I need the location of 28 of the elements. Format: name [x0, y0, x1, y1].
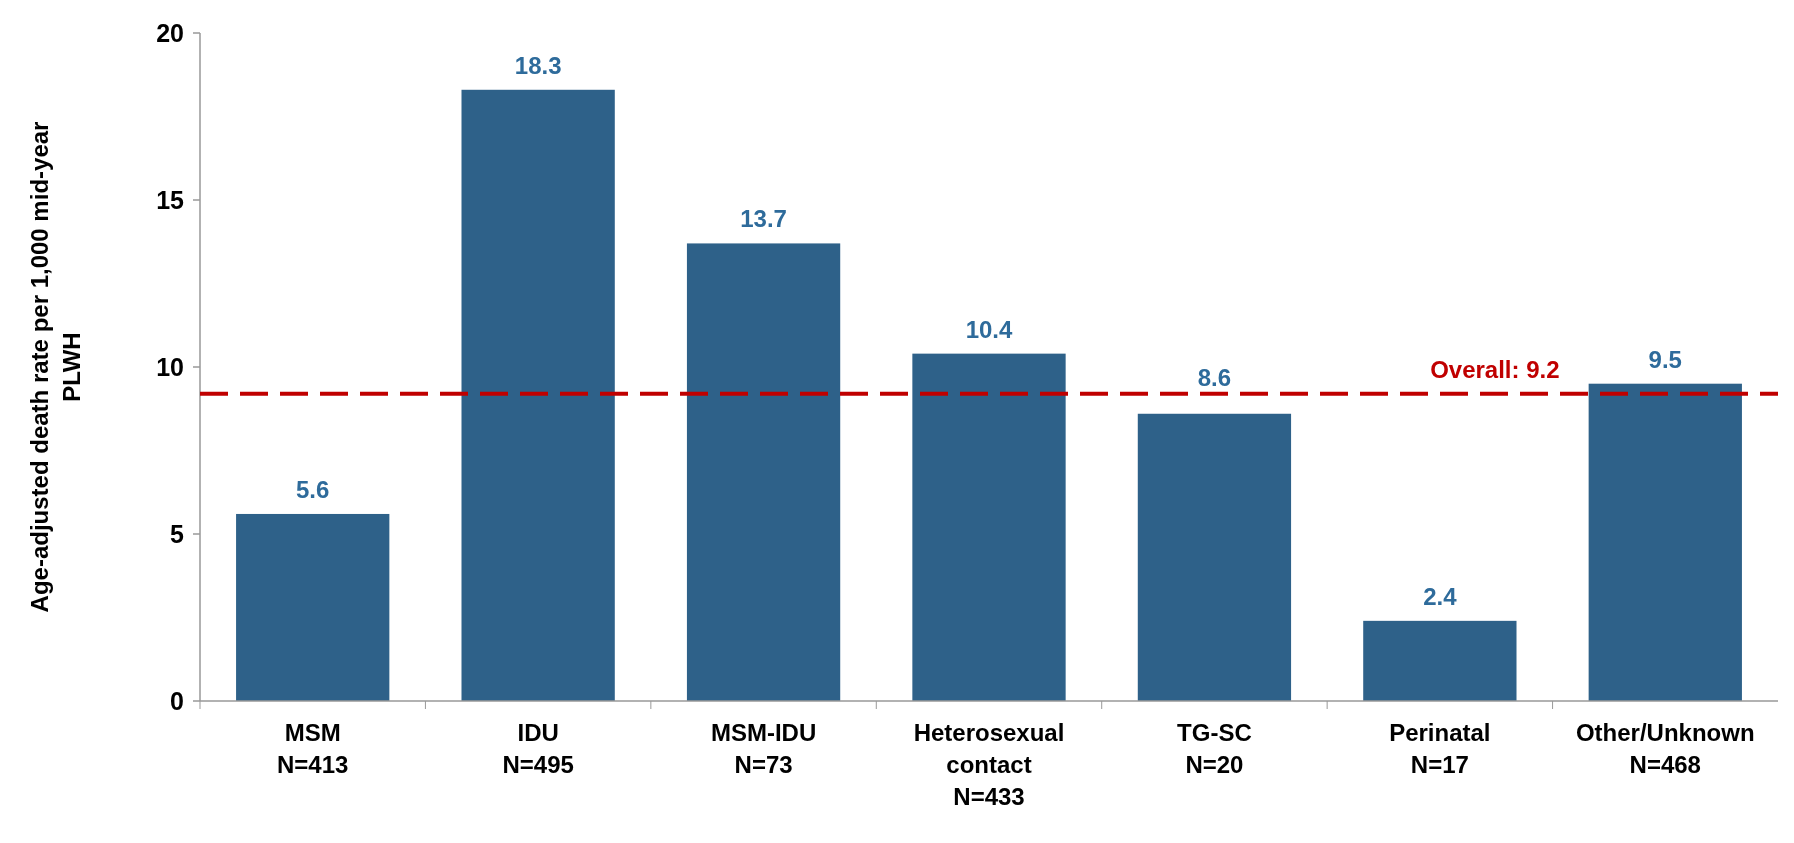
- data-label: 18.3: [514, 51, 562, 79]
- data-label: 8.6: [1197, 363, 1232, 391]
- bar: [236, 513, 390, 701]
- data-label: 13.7: [740, 205, 787, 233]
- x-tick-label: MSM N=413: [277, 719, 349, 778]
- data-label: 5.6: [296, 475, 330, 503]
- x-tick-label: Other/Unknown N=468: [1575, 719, 1755, 778]
- y-tick-label: 0: [170, 686, 184, 715]
- bar: [912, 353, 1066, 701]
- bar: [686, 243, 841, 701]
- bar: [1588, 383, 1742, 701]
- y-tick-label: 15: [156, 185, 185, 214]
- x-tick-label: MSM-IDU N=73: [710, 719, 817, 778]
- bar: [1363, 620, 1517, 701]
- data-label: 10.4: [965, 315, 1013, 343]
- y-tick-label: 5: [170, 519, 185, 548]
- data-label: 2.4: [1423, 582, 1458, 610]
- bar: [461, 89, 615, 701]
- x-tick-label: TG-SC N=20: [1177, 719, 1252, 778]
- y-tick-label: 10: [156, 352, 184, 381]
- y-tick-label: 20: [156, 18, 184, 47]
- x-tick-label: IDU N=495: [502, 719, 574, 778]
- ref-line-label: Overall: 9.2: [1430, 355, 1560, 383]
- x-tick-label: Heterosexual contact N=433: [913, 719, 1065, 810]
- data-label: 9.5: [1648, 345, 1682, 373]
- bar: [1137, 413, 1292, 701]
- y-axis-title: Age-adjusted death rate per 1,000 mid-year PLWH: [26, 121, 85, 613]
- x-tick-label: Perinatal N=17: [1389, 719, 1491, 778]
